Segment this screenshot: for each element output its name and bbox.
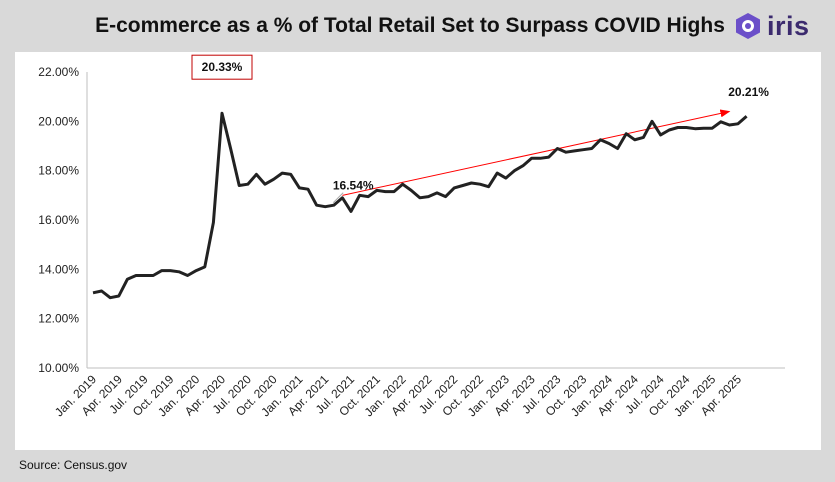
- line-chart: 10.00% 12.00% 14.00% 16.00% 18.00% 20.00% 22.0…: [38, 54, 785, 419]
- iris-logo-text: iris: [767, 10, 810, 41]
- source-note: Source: Census.gov: [19, 458, 128, 472]
- y-tick-labels: 10.00% 12.00% 14.00% 16.00% 18.00% 20.00% 22.0…: [38, 65, 79, 375]
- series-line-ecommerce-share: [92, 111, 748, 300]
- chart-title: E-commerce as a % of Total Retail Set to…: [95, 14, 725, 37]
- y-tick-label: 20.00%: [38, 114, 79, 128]
- iris-logo: iris: [735, 11, 830, 41]
- y-tick-label: 12.00%: [38, 312, 79, 326]
- iris-logo-icon: [736, 13, 760, 39]
- chart-panel: 10.00% 12.00% 14.00% 16.00% 18.00% 20.00% 22.0…: [15, 52, 821, 450]
- peak-annotation-label: 20.33%: [202, 60, 243, 74]
- trend-arrow: [342, 109, 731, 196]
- low-annotation-leader: [332, 192, 344, 204]
- y-tick-label: 22.00%: [38, 65, 79, 79]
- y-tick-label: 10.00%: [38, 361, 79, 375]
- y-tick-label: 16.00%: [38, 213, 79, 227]
- y-tick-label: 18.00%: [38, 164, 79, 178]
- latest-annotation-label: 20.21%: [728, 85, 769, 99]
- y-tick-label: 14.00%: [38, 262, 79, 276]
- low-annotation-label: 16.54%: [333, 179, 374, 193]
- peak-annotation-box: [191, 54, 253, 80]
- annotations: 20.33% 16.54% 20.21%: [191, 54, 769, 204]
